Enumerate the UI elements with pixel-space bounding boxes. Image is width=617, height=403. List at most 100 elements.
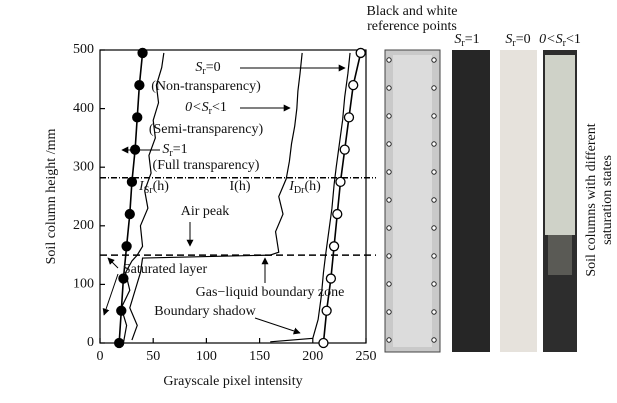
- annotation-main: (Semi-transparency): [149, 122, 264, 137]
- annotation-main: I(h): [230, 179, 251, 194]
- reference-point: [386, 337, 392, 343]
- x-tick-label: 150: [249, 349, 270, 364]
- reference-point: [386, 169, 392, 175]
- x-tick-label: 250: [356, 349, 377, 364]
- reference-point: [431, 337, 437, 343]
- x-tick-label: 100: [196, 349, 217, 364]
- annotation: Sr=1: [162, 142, 187, 159]
- annotation-main: Saturated layer: [123, 262, 208, 277]
- y-tick-label: 200: [73, 218, 94, 233]
- marker: [348, 80, 359, 91]
- photo-label: Sr=0: [505, 32, 530, 49]
- y-tick-label: 400: [73, 101, 94, 116]
- marker: [137, 47, 148, 59]
- annotation: Air peak: [181, 204, 230, 219]
- reference-point: [431, 281, 437, 287]
- reference-point: [431, 57, 437, 63]
- marker: [321, 305, 332, 316]
- annotation: ISr(h): [138, 179, 169, 196]
- reference-point: [431, 169, 437, 175]
- annotation-after: <1: [212, 100, 227, 115]
- marker: [332, 208, 343, 220]
- marker: [114, 337, 125, 349]
- series-line: [129, 52, 303, 341]
- annotation: (Non-transparency): [151, 79, 261, 94]
- photo-label-main: 0<S: [539, 32, 562, 47]
- arrows: [102, 64, 346, 335]
- reference-point: [386, 197, 392, 203]
- reference-point: [386, 113, 392, 119]
- annotation: (Full transparency): [153, 158, 260, 173]
- y-axis-label: Soil column height /mm: [44, 129, 59, 265]
- annotation-main: S: [162, 142, 169, 157]
- marker: [121, 241, 132, 252]
- x-tick-label: 50: [146, 349, 160, 364]
- annotation: Boundary shadow: [154, 304, 256, 319]
- photo-label: 0<Sr<1: [539, 32, 581, 49]
- marker: [335, 176, 346, 188]
- marker: [124, 208, 135, 220]
- reference-point: [431, 85, 437, 91]
- x-axis-label: Grayscale pixel intensity: [163, 374, 302, 389]
- annotation-after: =1: [173, 142, 188, 157]
- marker: [129, 144, 141, 155]
- photo-label-sub: r: [512, 38, 516, 49]
- annotation-sub: Sr: [144, 185, 154, 196]
- annotation: I(h): [230, 179, 251, 194]
- series-line: [118, 52, 144, 344]
- annotation-main: I: [288, 179, 295, 194]
- photo-label: Sr=1: [454, 32, 479, 49]
- marker: [355, 47, 366, 59]
- annotation-sub: Dr: [294, 185, 305, 196]
- photos: [384, 49, 577, 353]
- annotation-main: (Full transparency): [153, 158, 260, 173]
- annotation: 0<Sr<1: [185, 100, 227, 117]
- annotation-main: (Non-transparency): [151, 79, 261, 94]
- marker: [134, 80, 145, 91]
- annotation-after: =0: [206, 60, 221, 75]
- annotation-main: S: [195, 60, 202, 75]
- x-tick-label: 200: [302, 349, 323, 364]
- marker: [116, 305, 127, 316]
- photo-label-main: S: [505, 32, 512, 47]
- reference-point: [431, 253, 437, 259]
- annotation-main: I: [138, 179, 145, 194]
- photo-label-after: =1: [465, 32, 480, 47]
- marker: [318, 337, 329, 349]
- reference-point: [386, 309, 392, 315]
- reference-point: [386, 57, 392, 63]
- reference-point: [431, 309, 437, 315]
- photo-label-main: S: [454, 32, 461, 47]
- reference-point: [386, 141, 392, 147]
- annotation-main: Gas−liquid boundary zone: [196, 285, 345, 300]
- reference-point: [386, 281, 392, 287]
- annotation-sub: r: [209, 106, 213, 117]
- annotation: Gas−liquid boundary zone: [196, 285, 345, 300]
- annotation-after: (h): [153, 179, 170, 194]
- reference-point: [431, 141, 437, 147]
- reference-point: [431, 197, 437, 203]
- reference-point: [386, 253, 392, 259]
- annotation-main: 0<S: [185, 100, 208, 115]
- y-tick-label: 100: [73, 277, 94, 292]
- side-label: Soil columns with differentsaturation st…: [584, 123, 615, 276]
- x-tick-label: 0: [97, 349, 104, 364]
- photo-label-after: <1: [566, 32, 581, 47]
- marker: [126, 176, 138, 188]
- series-line: [270, 52, 351, 343]
- photo-label-line: reference points: [367, 19, 457, 34]
- marker: [118, 273, 129, 284]
- reference-point: [386, 225, 392, 231]
- annotation-sub: r: [169, 148, 173, 159]
- y-tick-label: 0: [87, 335, 94, 350]
- annotation-main: Boundary shadow: [154, 304, 256, 319]
- annotation: Saturated layer: [123, 262, 208, 277]
- reference-point: [386, 85, 392, 91]
- series-line: [120, 52, 165, 344]
- annotation-after: (h): [304, 179, 321, 194]
- reference-point: [431, 113, 437, 119]
- annotation: IDr(h): [288, 179, 321, 196]
- annotation-main: Air peak: [181, 204, 230, 219]
- y-tick-label: 300: [73, 159, 94, 174]
